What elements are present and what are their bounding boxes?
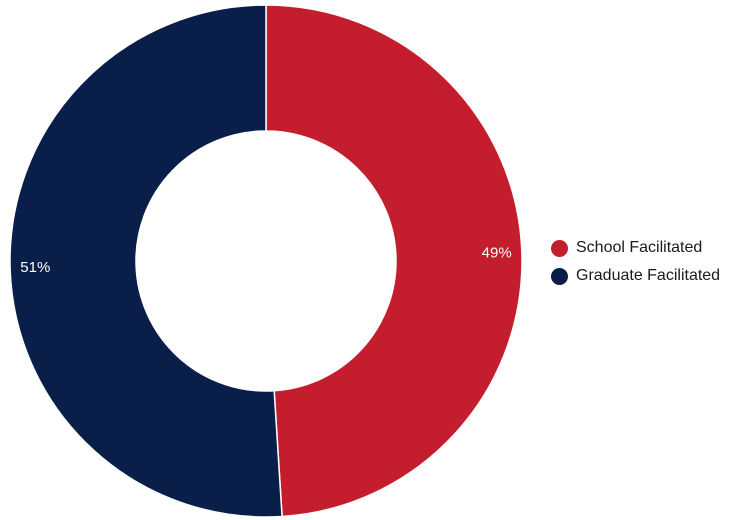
legend-label-graduate-facilitated: Graduate Facilitated	[576, 267, 721, 284]
legend-item-graduate-facilitated[interactable]: Graduate Facilitated	[551, 262, 720, 290]
slice-graduate-facilitated[interactable]	[9, 4, 283, 518]
legend-marker-graduate-facilitated	[551, 267, 568, 285]
slice-labels-group: 49% 51%	[20, 245, 511, 276]
slices-group	[9, 4, 523, 518]
legend-marker-school-facilitated	[551, 239, 568, 257]
legend: School Facilitated Graduate Facilitated	[551, 234, 720, 290]
legend-label-school-facilitated: School Facilitated	[576, 239, 703, 256]
legend-item-school-facilitated[interactable]: School Facilitated	[551, 234, 720, 262]
slice-label-graduate-facilitated: 51%	[20, 259, 50, 276]
slice-school-facilitated[interactable]	[265, 4, 523, 518]
slice-label-school-facilitated: 49%	[482, 245, 512, 262]
